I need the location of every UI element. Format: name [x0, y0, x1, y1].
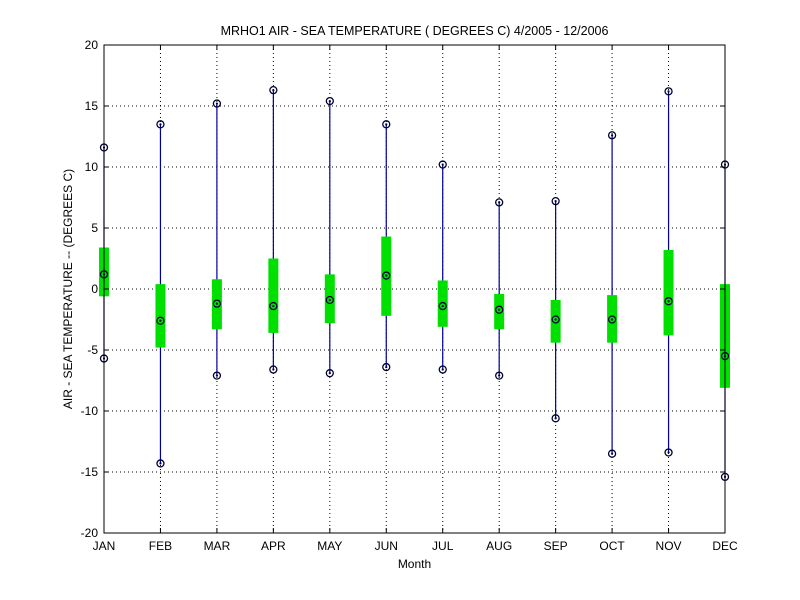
median-marker: [607, 315, 617, 324]
median-marker: [664, 297, 673, 306]
min-marker: [607, 449, 617, 458]
max-marker: [212, 99, 222, 108]
median-marker-dot: [215, 302, 219, 305]
max-marker-dot: [328, 100, 331, 103]
min-marker: [156, 459, 165, 468]
median-marker-dot: [667, 300, 670, 303]
min-marker-dot: [498, 374, 501, 377]
median-marker-dot: [498, 308, 501, 311]
x-tick-label: NOV: [656, 539, 682, 553]
x-tick-label: OCT: [599, 539, 625, 553]
min-marker: [382, 362, 391, 372]
x-tick-label: DEC: [712, 539, 738, 553]
max-marker: [156, 120, 165, 129]
max-marker-dot: [610, 134, 614, 137]
median-marker-dot: [610, 318, 614, 321]
median-marker: [156, 316, 165, 325]
x-tick-label: JAN: [93, 539, 116, 553]
max-marker-dot: [215, 102, 219, 105]
iqr-box: [550, 299, 561, 343]
y-tick-label: 5: [91, 221, 98, 235]
y-tick-label: -10: [81, 404, 99, 418]
min-marker: [325, 369, 334, 378]
x-tick-label: FEB: [149, 539, 172, 553]
median-marker-dot: [554, 318, 557, 321]
min-marker-dot: [272, 368, 275, 371]
median-marker: [269, 301, 278, 311]
min-marker-dot: [554, 417, 557, 420]
iqr-box: [437, 280, 448, 327]
x-tick-label: APR: [261, 539, 286, 553]
median-marker-dot: [272, 304, 275, 308]
y-tick-label: -5: [87, 343, 98, 357]
min-marker-dot: [328, 372, 331, 375]
median-marker-dot: [441, 304, 444, 308]
median-marker-dot: [159, 319, 162, 322]
y-axis-label: AIR - SEA TEMPERATURE -- (DEGREES C): [61, 169, 75, 409]
iqr-box: [155, 284, 166, 348]
y-tick-label: 15: [85, 99, 99, 113]
max-marker: [664, 87, 673, 96]
max-marker-dot: [272, 89, 275, 92]
max-marker-dot: [441, 163, 444, 166]
max-marker-dot: [385, 123, 388, 126]
x-tick-label: MAY: [317, 539, 342, 553]
min-marker: [438, 365, 447, 374]
max-marker-dot: [159, 123, 162, 126]
median-marker: [551, 315, 560, 324]
iqr-box: [494, 293, 505, 330]
min-marker: [269, 365, 278, 374]
series: [99, 85, 730, 482]
median-marker: [382, 271, 391, 280]
plot-frame: [103, 44, 726, 534]
median-marker: [495, 305, 504, 314]
min-marker-dot: [159, 462, 162, 465]
max-marker: [551, 197, 560, 206]
chart-title: MRHO1 AIR - SEA TEMPERATURE ( DEGREES C)…: [221, 24, 609, 38]
max-marker-dot: [554, 200, 557, 203]
min-marker: [212, 371, 222, 380]
min-marker: [495, 371, 504, 380]
max-marker: [495, 198, 504, 207]
iqr-box: [268, 258, 279, 333]
max-marker: [269, 85, 278, 95]
x-tick-label: AUG: [486, 539, 512, 553]
x-tick-label: JUN: [375, 539, 398, 553]
max-marker: [325, 96, 334, 106]
grid: [104, 45, 725, 533]
y-tick-label: -20: [81, 526, 99, 540]
y-tick-label: 10: [85, 160, 99, 174]
median-marker: [438, 301, 447, 311]
iqr-box: [324, 274, 335, 324]
min-marker-dot: [441, 368, 444, 371]
min-marker-dot: [667, 451, 670, 454]
x-tick-label: SEP: [544, 539, 568, 553]
y-tick-label: -15: [81, 465, 99, 479]
max-marker-dot: [667, 90, 670, 93]
x-tick-label: MAR: [204, 539, 231, 553]
max-marker: [438, 160, 447, 169]
median-marker-dot: [385, 274, 388, 277]
median-marker: [212, 299, 222, 308]
ticks: -20 -15 -10 -5 0 5 10 15 20 JAN FEB MAR APR MAY JUN JUL…: [81, 38, 738, 553]
min-marker: [664, 448, 673, 457]
y-tick-label: 20: [85, 38, 99, 52]
iqr-box: [663, 249, 674, 336]
min-marker-dot: [215, 374, 219, 377]
x-axis-label: Month: [398, 557, 431, 571]
y-tick-label: 0: [91, 282, 98, 296]
min-marker-dot: [385, 365, 388, 369]
median-marker-dot: [328, 298, 331, 302]
median-marker: [325, 295, 334, 305]
x-tick-label: JUL: [432, 539, 454, 553]
min-marker: [551, 414, 560, 423]
min-marker-dot: [610, 452, 614, 455]
max-marker: [607, 131, 617, 140]
max-marker: [382, 120, 391, 129]
max-marker-dot: [498, 201, 501, 204]
